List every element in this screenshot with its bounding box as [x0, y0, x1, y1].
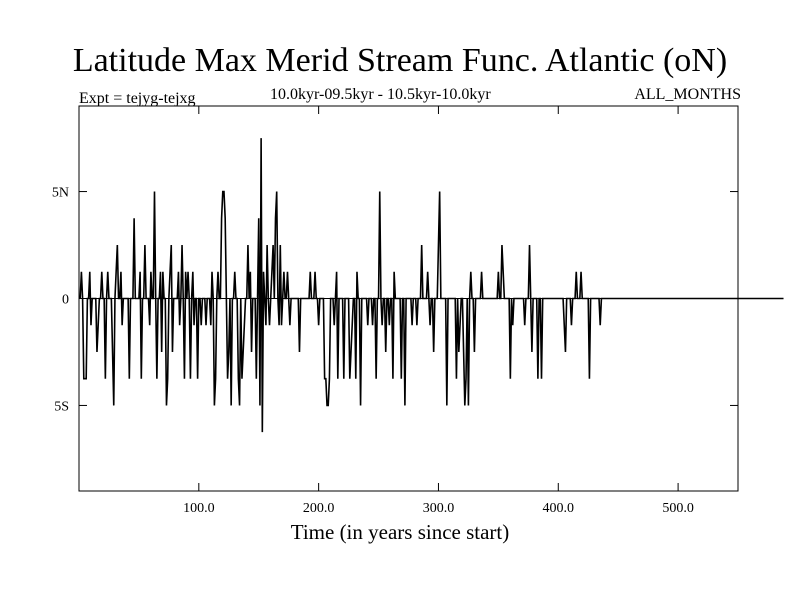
experiment-label: Expt = tejyg-tejxg [79, 90, 196, 107]
x-tick-label: 500.0 [662, 501, 694, 516]
x-tick-label: 400.0 [543, 501, 575, 516]
x-tick-label: 100.0 [183, 501, 215, 516]
y-tick-label: 0 [62, 293, 69, 308]
y-axis-ticks: 5N 0 5S [52, 186, 738, 414]
x-axis-ticks: 100.0 200.0 300.0 400.0 500.0 [183, 106, 694, 516]
months-label: ALL_MONTHS [634, 86, 741, 103]
y-tick-label: 5N [52, 186, 69, 201]
x-axis-label: Time (in years since start) [290, 520, 510, 544]
chart-title: Latitude Max Merid Stream Func. Atlantic… [72, 42, 728, 79]
x-tick-label: 200.0 [303, 501, 335, 516]
y-tick-label: 5S [54, 399, 69, 414]
data-series-line [79, 138, 784, 433]
x-tick-label: 300.0 [423, 501, 455, 516]
chart-subtitle: 10.0kyr-09.5kyr - 10.5kyr-10.0kyr [270, 86, 491, 103]
